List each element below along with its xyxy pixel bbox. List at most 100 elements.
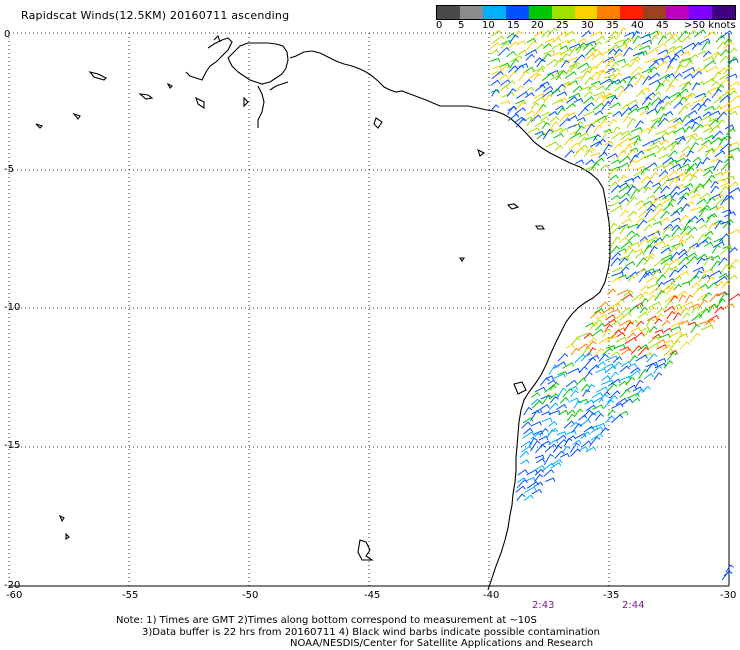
wind-barb (556, 91, 568, 97)
wind-barb (670, 94, 683, 104)
wind-barb (679, 51, 691, 56)
wind-barb (605, 80, 617, 91)
legend-label: 0 (436, 20, 443, 31)
wind-barb (659, 131, 670, 140)
wind-barb (556, 387, 567, 399)
wind-barb (698, 299, 708, 308)
wind-barb (693, 183, 704, 194)
wind-barb (581, 30, 592, 38)
wind-barb (515, 100, 527, 110)
wind-barb (634, 331, 645, 339)
wind-barb (656, 106, 665, 115)
wind-barb (551, 121, 559, 129)
wind-barb (652, 229, 662, 237)
wind-barb (715, 275, 728, 284)
wind-barb (671, 320, 684, 328)
wind-barb (684, 60, 694, 69)
wind-barb (645, 318, 655, 327)
wind-barb (610, 52, 624, 61)
wind-barb (697, 103, 707, 111)
wind-barb (545, 375, 554, 380)
wind-barb (649, 197, 662, 206)
wind-barb (703, 30, 716, 39)
island-11 (458, 257, 466, 262)
wind-barb (525, 86, 535, 93)
legend-label: 10 (482, 20, 495, 31)
wind-barb (662, 203, 674, 212)
wind-barb (540, 116, 550, 122)
wind-barb (688, 174, 698, 183)
lat-label: -15 (4, 440, 21, 451)
wind-barb (531, 67, 545, 73)
island-9 (477, 148, 486, 157)
wind-barb (683, 73, 694, 80)
wind-barb (585, 146, 595, 153)
wind-barb (572, 85, 583, 93)
wind-barb (566, 38, 577, 44)
wind-barb (590, 426, 604, 433)
wind-barb (722, 303, 735, 310)
wind-barb (598, 393, 609, 403)
wind-barb (663, 305, 675, 313)
wind-barb (646, 217, 657, 224)
wind-barb (723, 570, 733, 577)
wind-barb (646, 276, 659, 283)
wind-barb (601, 347, 613, 356)
wind-barb (718, 291, 729, 303)
wind-barb (662, 193, 673, 200)
wind-barb (677, 58, 687, 69)
wind-barb (704, 147, 716, 157)
wind-barb (719, 142, 732, 152)
coastline-path (289, 50, 611, 591)
wind-barb (650, 117, 662, 122)
legend-color-swatch (620, 6, 644, 19)
wind-barb (689, 303, 701, 309)
wind-barb (566, 413, 576, 422)
wind-barb (506, 50, 517, 58)
wind-barb (543, 94, 553, 104)
wind-barb (677, 105, 689, 115)
wind-barb (641, 39, 653, 45)
wind-barb (537, 65, 546, 73)
wind-barb (609, 222, 618, 230)
wind-barb (718, 273, 729, 279)
wind-barb (534, 120, 547, 128)
wind-barb (636, 320, 645, 328)
wind-barb (618, 137, 632, 145)
wind-barb (594, 94, 605, 103)
wind-barb (724, 155, 735, 164)
wind-barb (698, 308, 710, 319)
wind-barb (630, 366, 641, 374)
wind-barb (644, 352, 654, 358)
wind-barb (636, 257, 647, 268)
wind-barb (629, 147, 639, 152)
wind-barb (600, 78, 613, 85)
wind-barb (646, 194, 656, 200)
wind-barb (626, 185, 637, 194)
wind-barb (508, 65, 519, 73)
wind-barb (702, 291, 712, 301)
legend-color-swatch (437, 6, 460, 19)
wind-barb (728, 293, 740, 302)
wind-barb (723, 153, 734, 159)
wind-barb (638, 272, 650, 283)
wind-barb (566, 409, 576, 416)
wind-barb (508, 34, 519, 44)
wind-barb (712, 52, 722, 62)
wind-barb (703, 256, 714, 261)
wind-barb (618, 255, 630, 261)
wind-barb (676, 88, 689, 98)
wind-barb (638, 291, 650, 301)
wind-barb (673, 121, 682, 129)
wind-barb (661, 177, 672, 187)
wind-barb (645, 362, 657, 373)
wind-barb (661, 262, 670, 271)
wind-barb (721, 162, 731, 170)
wind-barb (645, 353, 658, 363)
legend-label: 20 (531, 20, 544, 31)
wind-barb (583, 409, 593, 418)
wind-barb (592, 404, 604, 410)
wind-barb (542, 462, 555, 472)
legend-color-swatch (551, 6, 575, 19)
wind-barb (690, 193, 701, 199)
